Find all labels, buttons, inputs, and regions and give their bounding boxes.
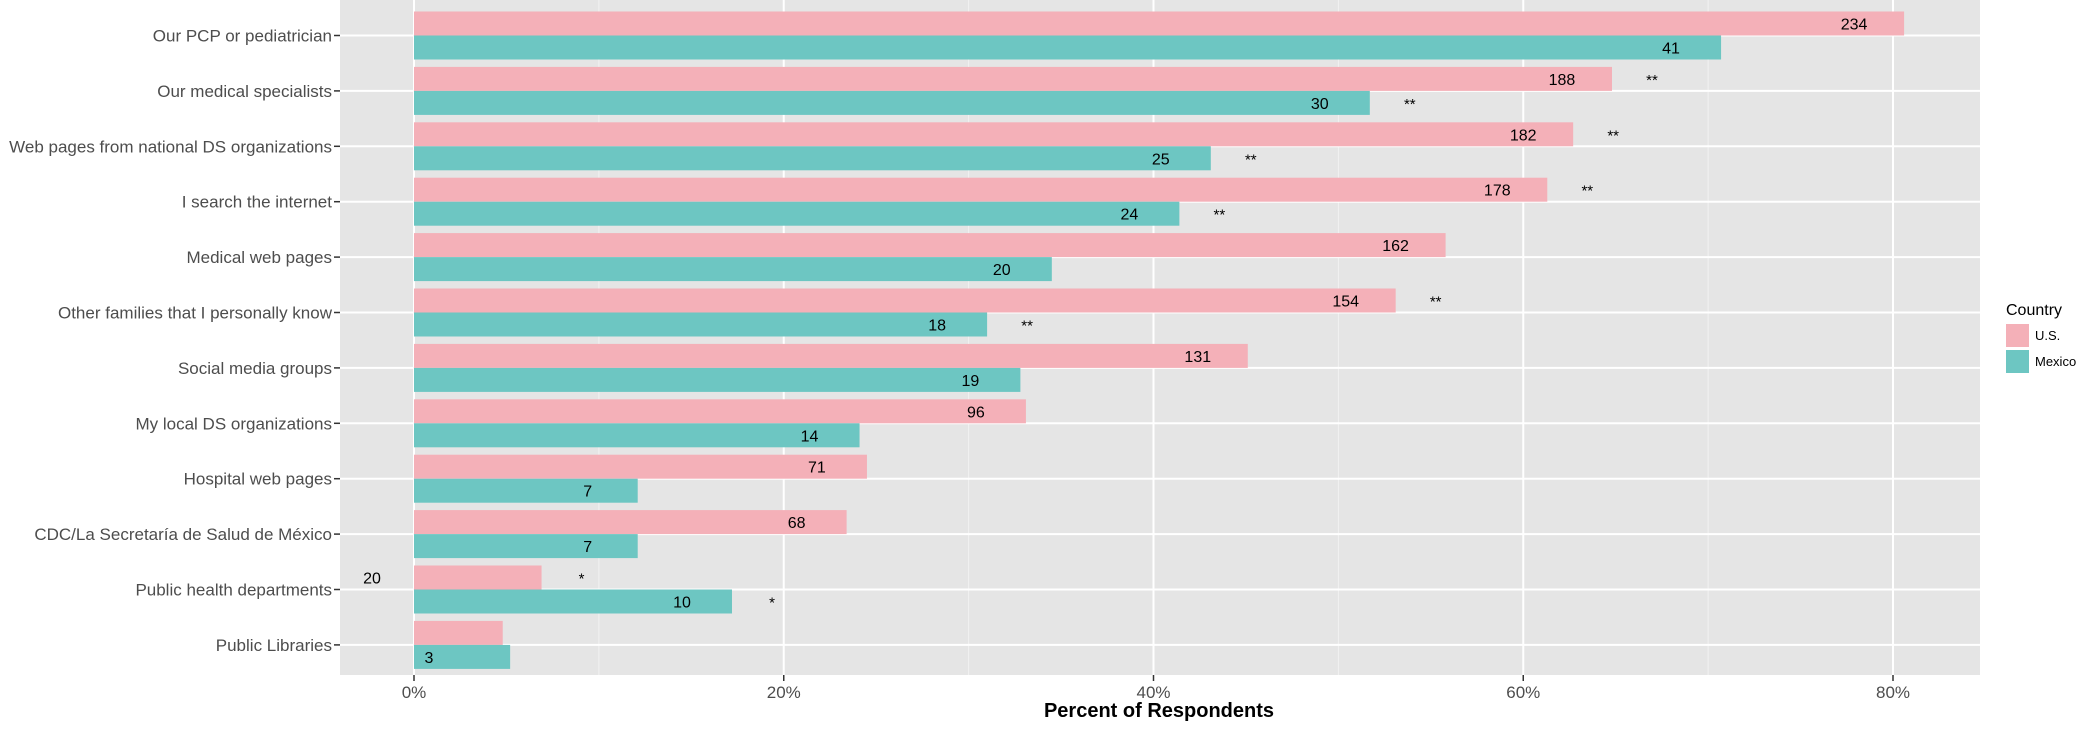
bar-us [414, 233, 1446, 258]
significance-marker: ** [1430, 294, 1442, 311]
category-label: Our medical specialists [157, 82, 332, 101]
significance-marker: * [579, 571, 585, 588]
count-label: 3 [425, 650, 434, 667]
count-label: 154 [1332, 294, 1359, 311]
bar-mexico [414, 257, 1052, 282]
category-label: Hospital web pages [184, 470, 332, 489]
count-label: 20 [363, 571, 381, 588]
category-label: Web pages from national DS organizations [9, 137, 332, 156]
bar-us [414, 620, 503, 645]
bar-mexico [414, 367, 1021, 392]
x-axis: 0% 20% 40% 60% 80% [402, 675, 1910, 702]
x-axis-title: Percent of Respondents [1044, 700, 1274, 722]
category-label: Public health departments [135, 581, 332, 600]
legend-title: Country [2006, 302, 2062, 319]
bar-mexico [414, 478, 638, 503]
count-label: 41 [1662, 41, 1680, 58]
category-label: Medical web pages [186, 248, 332, 267]
category-label: Public Libraries [216, 636, 332, 655]
significance-marker: ** [1021, 318, 1033, 335]
category-label: I search the internet [182, 193, 333, 212]
category-label: Other families that I personally know [58, 304, 333, 323]
count-label: 30 [1311, 96, 1329, 113]
bar-mexico [414, 644, 511, 669]
legend-key-us [2006, 324, 2029, 347]
count-label: 162 [1382, 238, 1409, 255]
category-label: My local DS organizations [135, 414, 332, 433]
count-label: 68 [788, 515, 806, 532]
bar-mexico [414, 90, 1370, 115]
bars [414, 11, 1905, 669]
count-label: 96 [967, 404, 985, 421]
count-label: 7 [583, 539, 592, 556]
x-tick-label: 20% [767, 683, 801, 702]
x-tick-label: 80% [1876, 683, 1910, 702]
significance-marker: ** [1214, 207, 1226, 224]
count-label: 182 [1510, 127, 1537, 144]
significance-marker: ** [1404, 96, 1416, 113]
bar-mexico [414, 312, 988, 337]
bar-us [414, 11, 1905, 36]
bar-mexico [414, 589, 732, 614]
count-label: 178 [1484, 183, 1511, 200]
count-label: 234 [1841, 17, 1868, 34]
x-tick-label: 60% [1506, 683, 1540, 702]
legend: Country U.S. Mexico [2006, 302, 2076, 373]
bar-us [414, 343, 1248, 368]
count-label: 19 [961, 373, 979, 390]
count-label: 71 [808, 460, 826, 477]
bar-mexico [414, 146, 1211, 171]
bar-us [414, 510, 847, 535]
bar-us [414, 66, 1612, 91]
category-label: Our PCP or pediatrician [153, 27, 332, 46]
x-tick-label: 40% [1136, 683, 1170, 702]
count-label: 131 [1184, 349, 1211, 366]
count-label: 10 [673, 595, 691, 612]
category-axis: Our PCP or pediatrician Our medical speci… [9, 27, 340, 655]
count-label: 25 [1152, 151, 1170, 168]
bar-mexico [414, 35, 1722, 60]
bar-mexico [414, 201, 1180, 226]
bar-us [414, 288, 1396, 313]
significance-marker: ** [1581, 183, 1593, 200]
legend-entry-label: Mexico [2035, 354, 2076, 369]
category-label: Social media groups [178, 359, 332, 378]
count-label: 14 [801, 428, 819, 445]
count-label: 24 [1120, 207, 1138, 224]
significance-marker: ** [1646, 72, 1658, 89]
bar-us [414, 565, 542, 590]
count-label: 18 [928, 318, 946, 335]
count-label: 188 [1549, 72, 1576, 89]
category-label: CDC/La Secretaría de Salud de México [34, 525, 332, 544]
bar-mexico [414, 534, 638, 559]
bar-us [414, 177, 1548, 202]
significance-marker: ** [1607, 127, 1619, 144]
bar-mexico [414, 423, 860, 448]
bar-us [414, 399, 1026, 424]
significance-marker: ** [1245, 151, 1257, 168]
legend-key-mexico [2006, 350, 2029, 373]
legend-entry-label: U.S. [2035, 328, 2060, 343]
significance-marker: * [769, 595, 775, 612]
bar-us [414, 122, 1574, 147]
count-label: 7 [583, 484, 592, 501]
count-label: 20 [993, 262, 1011, 279]
x-tick-label: 0% [402, 683, 427, 702]
bar-us [414, 454, 867, 479]
